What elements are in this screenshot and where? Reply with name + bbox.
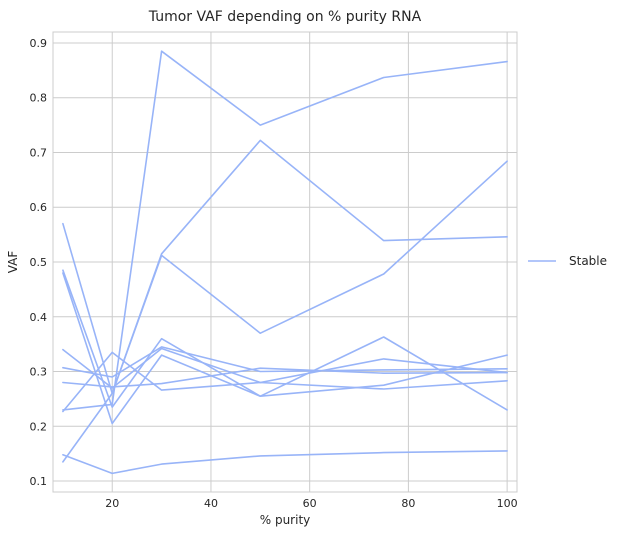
x-axis-label: % purity [260,513,311,527]
y-tick-label: 0.6 [30,201,48,214]
y-tick-label: 0.7 [30,146,48,159]
legend: Stable [528,254,607,268]
series-line [62,351,508,413]
y-tick-label: 0.9 [30,37,48,50]
series-line [62,139,508,463]
series-lines [62,50,508,475]
series-line [62,346,508,378]
series-line [62,450,508,475]
y-tick-label: 0.3 [30,366,48,379]
x-tick-label: 60 [303,497,317,510]
series-line [62,160,508,395]
y-tick-label: 0.2 [30,420,48,433]
plot-frame [52,31,518,493]
y-tick-label: 0.1 [30,475,48,488]
y-tick-label: 0.5 [30,256,48,269]
y-tick-label: 0.4 [30,311,48,324]
x-tick-label: 40 [204,497,218,510]
grid [53,32,517,492]
tick-labels: 20 40 60 80 100 0.1 0.2 0.3 0.4 0.5 0.6 0.7 0.8 0.9 [30,37,518,510]
chart-title: Tumor VAF depending on % purity RNA [148,9,422,25]
x-tick-label: 100 [497,497,518,510]
x-tick-label: 20 [105,497,119,510]
series-line [62,367,508,388]
series-line [62,269,508,411]
series-line [62,347,508,389]
y-axis-label: VAF [6,251,20,274]
x-tick-label: 80 [401,497,415,510]
series-line [62,50,508,411]
y-tick-label: 0.8 [30,92,48,105]
series-line [62,272,508,425]
legend-label-stable: Stable [569,254,607,268]
